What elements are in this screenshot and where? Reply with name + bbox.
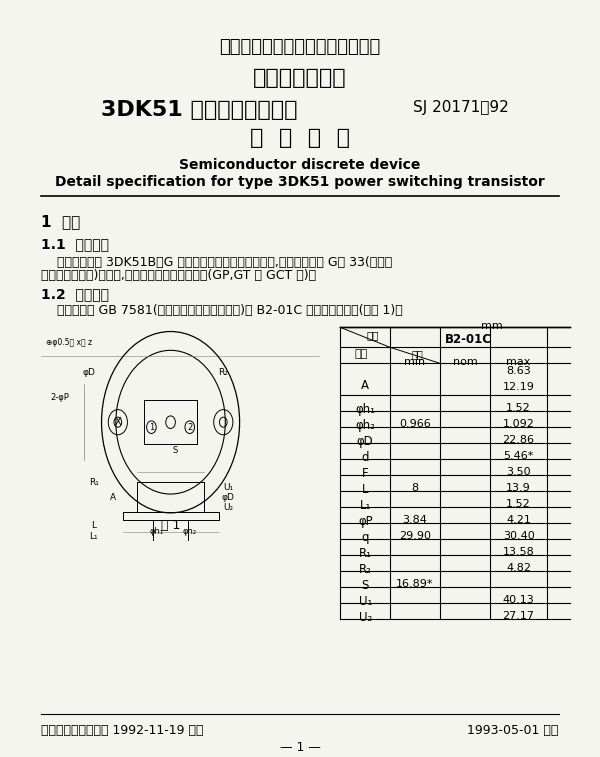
Text: R₂: R₂ [218, 368, 228, 377]
Text: S: S [362, 579, 369, 592]
Text: 图 1: 图 1 [161, 519, 180, 532]
Text: L₁: L₁ [359, 499, 371, 512]
Text: 8.63: 8.63 [506, 366, 531, 376]
Text: 本规范规定了 3DK51B～G 型功率开关晶体管的详细要求,每种器件均按 G册 33(半导体: 本规范规定了 3DK51B～G 型功率开关晶体管的详细要求,每种器件均按 G册 … [41, 256, 392, 269]
Text: L₁: L₁ [89, 532, 98, 541]
Text: 中国电子工业总公司 1992-11-19 发布: 中国电子工业总公司 1992-11-19 发布 [41, 724, 203, 737]
Text: max: max [506, 357, 531, 367]
Text: 2-φP: 2-φP [51, 393, 70, 402]
Text: Semiconductor discrete device: Semiconductor discrete device [179, 157, 421, 172]
Text: 4.21: 4.21 [506, 515, 531, 525]
Text: 5.46*: 5.46* [503, 451, 534, 461]
Text: Detail specification for type 3DK51 power switching transistor: Detail specification for type 3DK51 powe… [55, 175, 545, 188]
Text: S: S [173, 446, 178, 455]
Text: 分立器件总规范)的规定,提供产品保证的三个等级(GP,GT 和 GCT 级)。: 分立器件总规范)的规定,提供产品保证的三个等级(GP,GT 和 GCT 级)。 [41, 269, 316, 282]
Text: U₁: U₁ [223, 482, 233, 491]
Text: min: min [404, 357, 425, 367]
Text: 4.82: 4.82 [506, 563, 531, 573]
Text: φP: φP [358, 515, 373, 528]
Text: SJ 20171－92: SJ 20171－92 [413, 100, 509, 115]
Text: mm: mm [481, 322, 503, 332]
Text: 40.13: 40.13 [503, 595, 535, 605]
Text: 3DK51 型功率开关晶体管: 3DK51 型功率开关晶体管 [101, 100, 298, 120]
Text: 13.9: 13.9 [506, 483, 531, 493]
Text: 符号: 符号 [355, 349, 368, 360]
Text: 1.092: 1.092 [503, 419, 535, 429]
Text: 1.2  外形尺寸: 1.2 外形尺寸 [41, 288, 109, 301]
Text: 1: 1 [149, 422, 154, 431]
Text: 30.40: 30.40 [503, 531, 535, 541]
Text: 2: 2 [187, 422, 193, 431]
Text: φh₁: φh₁ [355, 403, 375, 416]
Text: φh₂: φh₂ [355, 419, 375, 432]
Text: A: A [361, 379, 369, 392]
Text: 8: 8 [412, 483, 419, 493]
Text: U₂: U₂ [359, 611, 372, 624]
Text: B2-01C: B2-01C [445, 333, 492, 347]
Text: 尺寸: 尺寸 [411, 349, 423, 360]
Text: ⊕φ0.5ⓝ xⓝ z: ⊕φ0.5ⓝ xⓝ z [46, 338, 92, 347]
Text: d: d [361, 451, 369, 464]
Text: R₁: R₁ [89, 478, 99, 487]
Text: 3.84: 3.84 [403, 515, 427, 525]
Text: 1  范围: 1 范围 [41, 214, 80, 229]
Text: 外形尺寸按 GB 7581(半导体分立器件外形尺寸)的 B2-01C 型及如下的规定(见图 1)。: 外形尺寸按 GB 7581(半导体分立器件外形尺寸)的 B2-01C 型及如下的… [41, 304, 403, 317]
Text: — 1 —: — 1 — [280, 740, 320, 753]
Text: 16.89*: 16.89* [396, 579, 434, 589]
Text: 22.86: 22.86 [503, 435, 535, 445]
Text: A: A [110, 493, 116, 502]
Text: 13.58: 13.58 [503, 547, 535, 557]
Text: 1.52: 1.52 [506, 499, 531, 509]
Text: nom: nom [452, 357, 477, 367]
Text: L: L [91, 522, 97, 531]
Text: 半导体分立器件: 半导体分立器件 [253, 68, 347, 88]
Text: L: L [362, 483, 368, 496]
Text: q: q [361, 531, 369, 544]
Text: 29.90: 29.90 [399, 531, 431, 541]
Text: R₂: R₂ [359, 563, 371, 576]
Text: 代号: 代号 [367, 330, 379, 341]
Text: 0.966: 0.966 [399, 419, 431, 429]
Text: F: F [362, 467, 368, 480]
Text: 12.19: 12.19 [503, 382, 535, 392]
Text: U₂: U₂ [223, 503, 233, 512]
Text: 中华人民共和国电子行业军用标准: 中华人民共和国电子行业军用标准 [220, 38, 380, 56]
Text: 1993-05-01 实施: 1993-05-01 实施 [467, 724, 559, 737]
Text: φh₂: φh₂ [182, 528, 197, 537]
Text: φD: φD [357, 435, 374, 448]
Text: φD: φD [221, 493, 235, 502]
Text: 27.17: 27.17 [503, 611, 535, 621]
Text: 3.50: 3.50 [506, 467, 531, 477]
Text: U₁: U₁ [359, 595, 372, 608]
Text: φD: φD [83, 368, 95, 377]
Text: X: X [115, 417, 121, 427]
Text: R₁: R₁ [359, 547, 371, 560]
Text: 详  细  规  范: 详 细 规 范 [250, 128, 350, 148]
Text: φh₁: φh₁ [149, 528, 163, 537]
Text: 1.1  主题内容: 1.1 主题内容 [41, 238, 109, 251]
Text: 1.52: 1.52 [506, 403, 531, 413]
